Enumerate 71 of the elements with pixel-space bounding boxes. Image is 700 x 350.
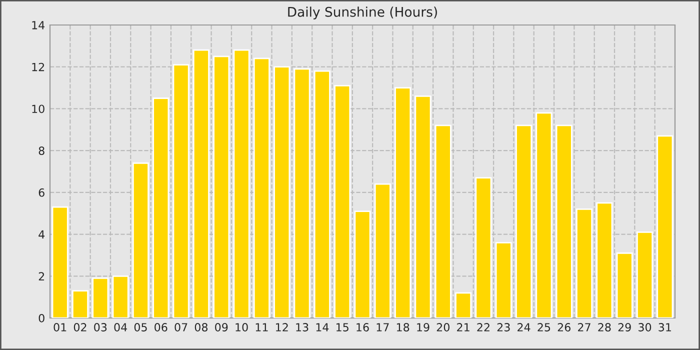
x-tick-label: 20 bbox=[436, 323, 450, 332]
bar bbox=[576, 208, 593, 318]
x-tick-label: 22 bbox=[477, 323, 490, 332]
x-tick-label: 13 bbox=[296, 323, 308, 332]
bar bbox=[172, 64, 190, 318]
bar bbox=[636, 232, 654, 318]
bar bbox=[616, 252, 633, 318]
x-tick-label: 29 bbox=[618, 323, 631, 332]
x-tick-label: 28 bbox=[598, 323, 611, 332]
bar bbox=[656, 135, 674, 318]
bar bbox=[274, 66, 290, 318]
x-tick-label: 02 bbox=[74, 323, 86, 332]
x-tick-label: 23 bbox=[497, 323, 510, 332]
x-tick-label: 03 bbox=[94, 323, 107, 332]
bar bbox=[536, 112, 552, 318]
chart-title: Daily Sunshine (Hours) bbox=[288, 6, 437, 20]
bar bbox=[92, 278, 109, 318]
bar bbox=[475, 177, 492, 318]
y-tick-label: 12 bbox=[32, 62, 44, 72]
x-tick-label: 14 bbox=[316, 323, 329, 332]
bar bbox=[294, 68, 310, 318]
x-tick-label: 19 bbox=[417, 323, 430, 332]
x-tick-label: 16 bbox=[356, 323, 369, 332]
x-tick-label: 24 bbox=[518, 323, 530, 332]
bar bbox=[414, 95, 432, 318]
x-tick-label: 15 bbox=[336, 323, 348, 332]
bar bbox=[516, 124, 532, 318]
bar bbox=[434, 124, 452, 318]
bar bbox=[556, 124, 572, 318]
x-tick-label: 21 bbox=[457, 323, 470, 332]
bar bbox=[112, 275, 129, 318]
x-tick-label: 06 bbox=[154, 323, 168, 332]
bar bbox=[374, 183, 391, 318]
bar bbox=[334, 85, 351, 318]
bar bbox=[394, 87, 412, 318]
bar bbox=[253, 58, 270, 318]
x-tick-label: 18 bbox=[396, 323, 410, 332]
bar bbox=[233, 49, 250, 318]
y-tick-label: 6 bbox=[38, 188, 44, 197]
bar bbox=[314, 70, 330, 318]
y-tick-label: 0 bbox=[38, 314, 44, 322]
x-tick-label: 12 bbox=[276, 323, 288, 332]
x-tick-label: 05 bbox=[134, 323, 147, 332]
x-tick-label: 30 bbox=[638, 323, 652, 332]
y-tick-label: 10 bbox=[32, 104, 44, 114]
x-tick-label: 10 bbox=[236, 323, 248, 332]
bar bbox=[455, 292, 472, 318]
bar bbox=[495, 242, 512, 318]
y-tick-label: 2 bbox=[38, 272, 44, 280]
y-tick-label: 8 bbox=[38, 146, 44, 155]
bar bbox=[213, 56, 230, 318]
x-tick-label: 04 bbox=[114, 323, 128, 332]
bar bbox=[52, 206, 68, 318]
x-tick-label: 01 bbox=[54, 323, 66, 332]
bar bbox=[132, 162, 149, 318]
bar bbox=[192, 49, 210, 318]
x-tick-label: 25 bbox=[538, 323, 550, 332]
bar bbox=[596, 202, 613, 318]
x-tick-label: 08 bbox=[194, 323, 208, 332]
bar bbox=[354, 210, 371, 318]
x-tick-label: 31 bbox=[658, 323, 671, 332]
y-tick-label: 4 bbox=[38, 230, 45, 239]
bar bbox=[72, 290, 88, 318]
y-tick-label: 14 bbox=[32, 21, 45, 30]
x-tick-label: 07 bbox=[174, 323, 188, 332]
bar bbox=[152, 98, 170, 318]
x-tick-label: 27 bbox=[578, 323, 590, 332]
x-tick-label: 11 bbox=[256, 323, 268, 332]
x-tick-label: 09 bbox=[215, 323, 228, 332]
x-tick-label: 17 bbox=[376, 323, 389, 332]
x-tick-label: 26 bbox=[558, 323, 570, 332]
